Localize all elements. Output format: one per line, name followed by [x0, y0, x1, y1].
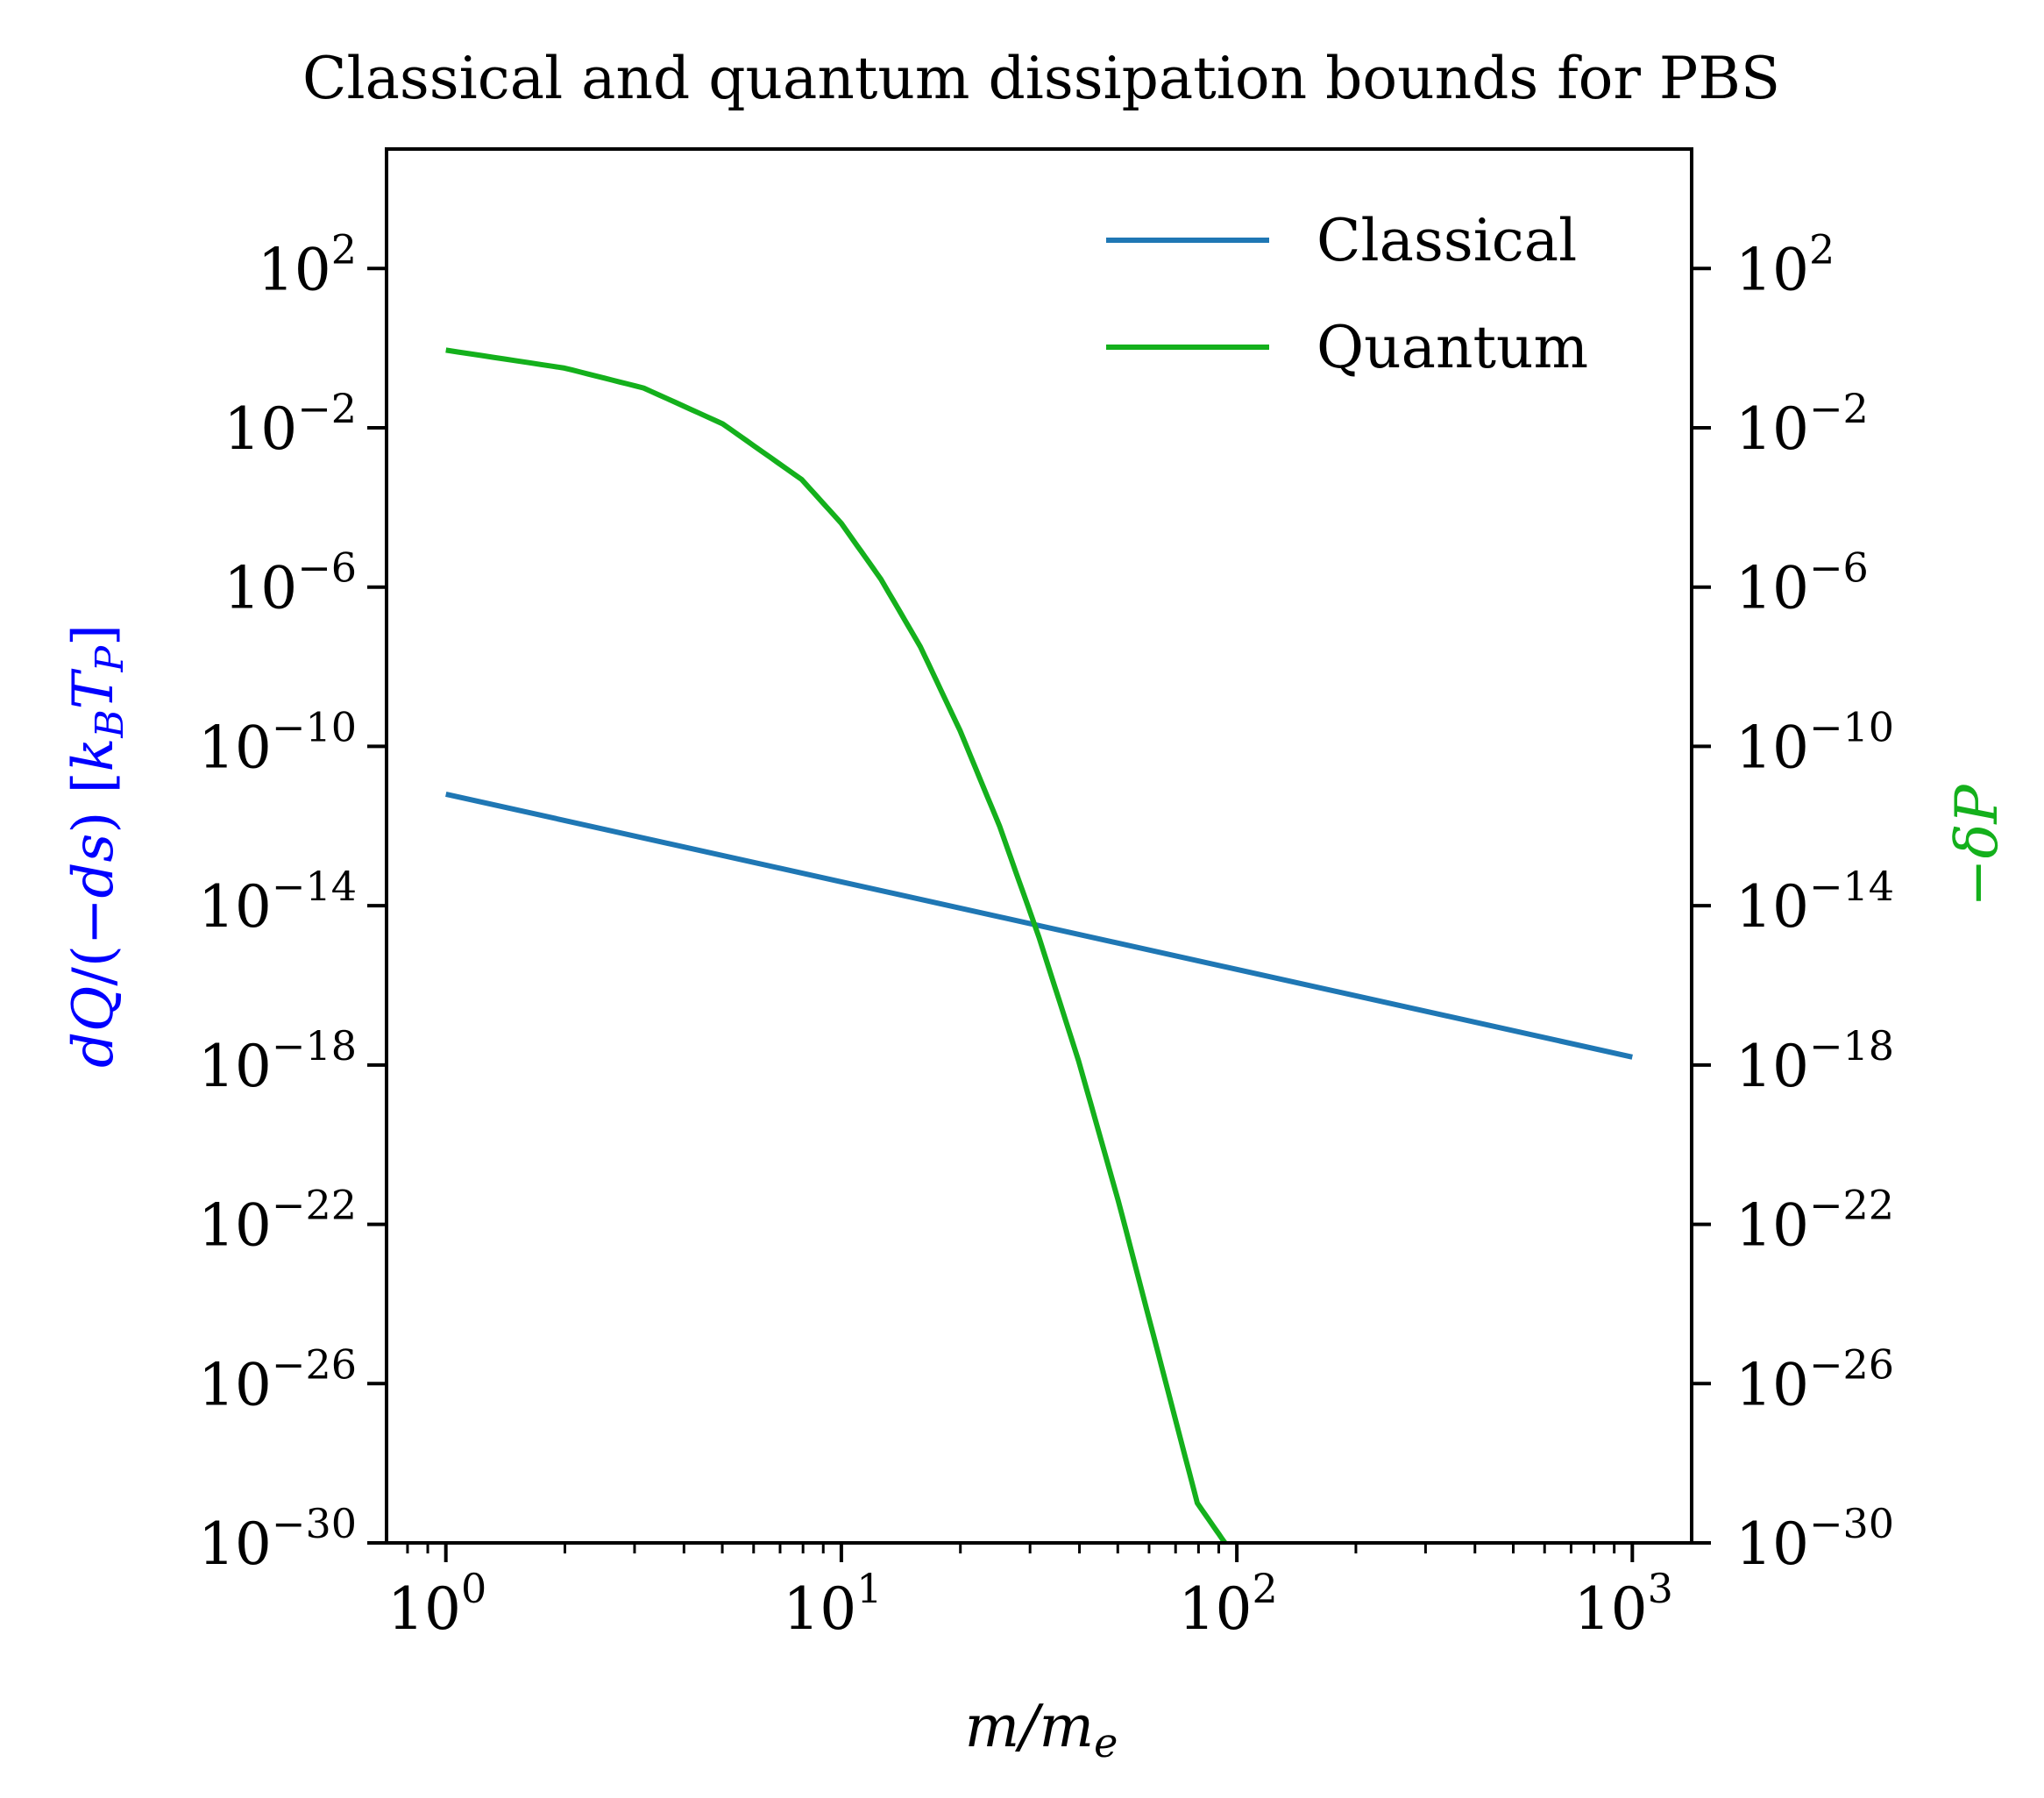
y-right-tick-label: 10−22: [1735, 1182, 1894, 1260]
legend: Classical Quantum: [1106, 207, 1588, 381]
y-left-tick-label: 10−22: [198, 1182, 357, 1260]
chart-title: Classical and quantum dissipation bounds…: [302, 45, 1780, 112]
x-axis-ticks: 100 101 102 103: [387, 1543, 1673, 1643]
series-line-classical: [445, 791, 1633, 1060]
y-axis-right-ticks: 102 10−2 10−6 10−10 10−14 10−18 10−22 10−26 10−3…: [1692, 225, 1894, 1578]
legend-label-quantum: Quantum: [1317, 314, 1588, 381]
y-right-tick-label: 10−2: [1735, 385, 1869, 463]
y-right-tick-label: 10−18: [1735, 1022, 1894, 1100]
y-right-tick-label: 102: [1735, 225, 1835, 303]
x-tick-label: 101: [783, 1565, 882, 1643]
y-right-tick-label: 10−14: [1735, 863, 1894, 941]
y-left-tick-label: 102: [258, 225, 357, 303]
series-layer: [445, 347, 1633, 1545]
y-left-tick-label: 10−6: [224, 544, 357, 622]
y-axis-right-label: −δP: [1943, 784, 2011, 907]
y-left-tick-label: 10−10: [198, 703, 357, 781]
y-right-tick-label: 10−30: [1735, 1500, 1894, 1578]
y-axis-left-label: dQ/(−ds) [kBTP]: [61, 624, 132, 1068]
y-left-tick-label: 10−2: [224, 385, 357, 463]
plot-frame: [385, 147, 1693, 1545]
y-left-tick-label: 10−26: [198, 1340, 357, 1418]
y-left-tick-label: 10−18: [198, 1022, 357, 1100]
legend-label-classical: Classical: [1317, 207, 1577, 274]
x-tick-label: 100: [387, 1565, 486, 1643]
x-tick-label: 103: [1574, 1565, 1673, 1643]
y-right-tick-label: 10−26: [1735, 1340, 1894, 1418]
y-left-tick-label: 10−30: [198, 1500, 357, 1578]
y-right-tick-label: 10−10: [1735, 703, 1894, 781]
series-line-quantum: [445, 347, 1228, 1545]
x-tick-label: 102: [1178, 1565, 1277, 1643]
y-axis-left-ticks: 102 10−2 10−6 10−10 10−14 10−18 10−22 10−26 10−3…: [198, 225, 387, 1578]
y-left-tick-label: 10−14: [198, 863, 357, 941]
y-right-tick-label: 10−6: [1735, 544, 1869, 622]
x-axis-label: m/me: [965, 1693, 1118, 1766]
